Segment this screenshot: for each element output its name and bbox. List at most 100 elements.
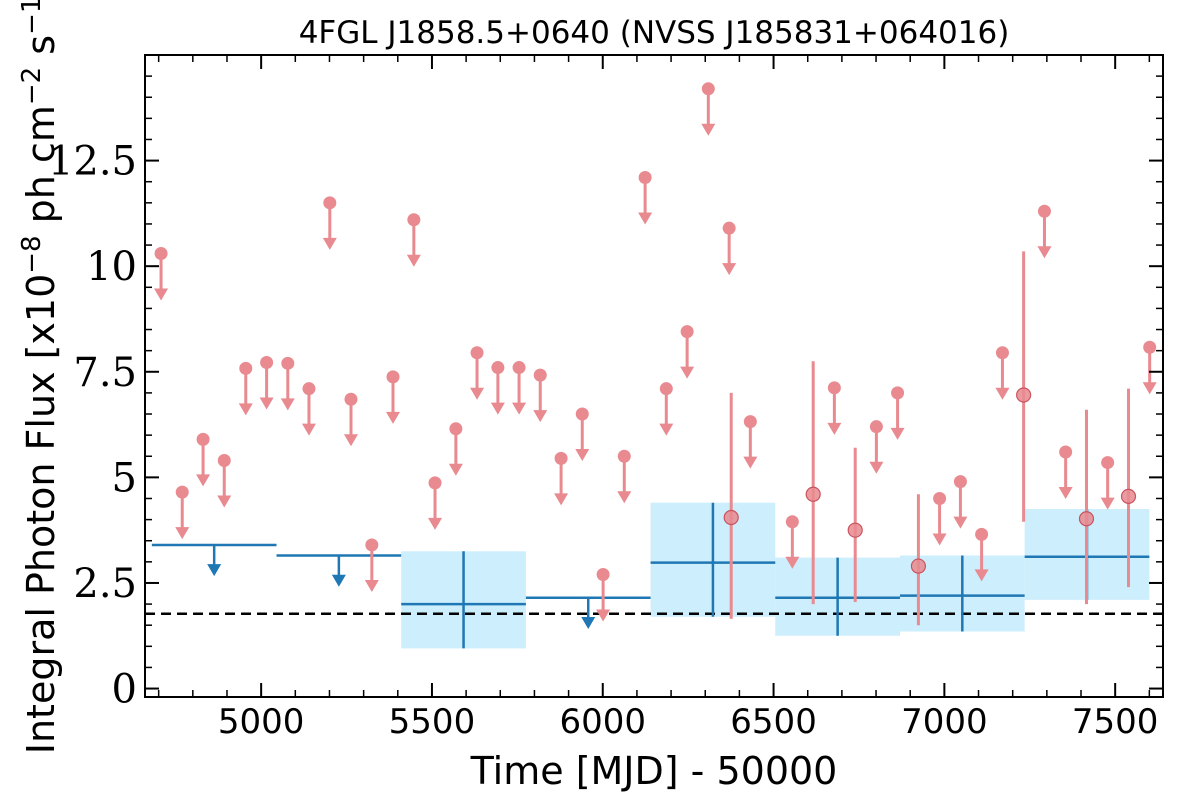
- short-bin-upper-limit-arrow: [238, 403, 253, 416]
- x-tick-label: 7500: [1072, 702, 1159, 742]
- y-axis-label-exponent: −8: [17, 235, 47, 273]
- x-tick-label: 6000: [559, 702, 646, 742]
- short-bin-upper-limit-arrow: [722, 263, 737, 276]
- short-bin-upper-limit-marker: [869, 420, 883, 434]
- short-bin-upper-limit-marker: [365, 538, 379, 552]
- short-bin-point: [847, 522, 863, 538]
- short-bin-upper-limit-marker: [722, 221, 736, 235]
- short-bin-upper-limit-marker: [533, 368, 547, 382]
- short-bin-upper-limit-arrow: [217, 495, 232, 508]
- short-bin-upper-limit-arrow: [890, 427, 905, 440]
- short-bin-upper-limit-marker: [953, 475, 967, 489]
- short-bin-upper-limit-arrow: [343, 434, 358, 447]
- short-bin-upper-limit-marker: [239, 361, 253, 375]
- short-bin-upper-limit-arrow: [490, 402, 505, 415]
- y-axis-label-part: ph cm: [19, 105, 63, 235]
- short-bin-upper-limit-marker: [891, 386, 905, 400]
- short-bin-upper-limit-marker: [154, 247, 168, 261]
- y-tick-label: 5: [112, 455, 137, 501]
- x-tick-label: 5500: [389, 702, 476, 742]
- short-bin-upper-limit-arrow: [259, 397, 274, 410]
- chart-title: 4FGL J1858.5+0640 (NVSS J185831+064016): [299, 15, 1010, 51]
- short-bin-upper-limit-arrow: [680, 366, 695, 379]
- short-bin-upper-limit-marker: [701, 82, 715, 96]
- short-bin-upper-limit-arrow: [659, 423, 674, 436]
- short-bin-upper-limit-arrow: [554, 493, 569, 506]
- short-bin-upper-limit-arrow: [364, 579, 379, 592]
- short-bin-upper-limit-marker: [196, 432, 210, 446]
- short-bin-point: [1120, 488, 1137, 504]
- short-bin-upper-limit-marker: [512, 361, 526, 375]
- short-bin-point: [805, 486, 821, 502]
- short-bin-upper-limit-arrow: [512, 402, 527, 415]
- y-axis-label-exponent: −2: [17, 67, 47, 105]
- short-bin-point: [910, 558, 927, 574]
- y-axis-label-part: s: [19, 35, 63, 67]
- short-bin-upper-limit-marker: [596, 568, 610, 582]
- y-axis-label: Integral Photon Flux [x10−8 ph cm−2 s−1]: [17, 0, 63, 754]
- short-bin-upper-limit-arrow: [974, 569, 989, 582]
- short-bin-upper-limit-marker: [554, 451, 568, 465]
- short-bin-upper-limit-marker: [995, 346, 1009, 360]
- short-bin-upper-limit-arrow: [533, 410, 548, 423]
- short-bin-upper-limit-marker: [975, 527, 989, 541]
- short-bin-upper-limit-marker: [260, 355, 274, 369]
- short-bin-upper-limit-arrow: [638, 212, 653, 225]
- short-bin-point: [723, 509, 739, 526]
- short-bin-upper-limit-arrow: [196, 474, 211, 487]
- short-bin-upper-limit-arrow: [301, 423, 316, 436]
- short-bin-upper-limit-marker: [933, 491, 947, 505]
- short-bin-upper-limit-marker: [470, 346, 484, 360]
- long-bin-upper-limit-arrow: [331, 574, 346, 587]
- short-bin-upper-limit-arrow: [175, 527, 190, 540]
- short-bin-point: [1016, 387, 1032, 403]
- short-bin-upper-limit-arrow: [575, 449, 590, 462]
- short-bin-upper-limit-arrow: [617, 491, 632, 504]
- short-bin-upper-limit-marker: [175, 485, 189, 499]
- x-tick-label: 6500: [730, 702, 817, 742]
- long-bin-upper-limit-arrow: [207, 564, 222, 577]
- short-bin-upper-limit-marker: [680, 325, 694, 339]
- short-bin-upper-limit-marker: [1101, 456, 1115, 470]
- short-bin-upper-limit-arrow: [448, 463, 463, 476]
- short-bin-upper-limit-marker: [575, 407, 589, 421]
- short-bin-upper-limit-arrow: [1037, 246, 1052, 259]
- y-axis-label-part: Integral Photon Flux [x10: [19, 274, 63, 755]
- short-bin-point: [1078, 511, 1095, 527]
- short-bin-upper-limit-marker: [407, 213, 421, 227]
- y-tick-label: 10: [86, 244, 137, 290]
- short-bin-upper-limit-arrow: [1100, 497, 1115, 510]
- short-bin-upper-limit-arrow: [785, 556, 800, 569]
- y-axis-label-exponent: −1: [17, 0, 47, 35]
- short-bin-upper-limit-arrow: [743, 456, 758, 469]
- short-bin-upper-limit-marker: [638, 170, 652, 184]
- short-bin-upper-limit-arrow: [154, 288, 169, 301]
- short-bin-upper-limit-arrow: [386, 411, 401, 424]
- short-bin-upper-limit-arrow: [995, 387, 1010, 400]
- short-bin-upper-limit-marker: [386, 370, 400, 384]
- axes-frame: [144, 54, 1164, 698]
- short-bin-upper-limit-arrow: [932, 533, 947, 546]
- short-bin-upper-limit-marker: [449, 422, 463, 436]
- short-bin-upper-limit-marker: [659, 382, 673, 396]
- short-bin-upper-limit-arrow: [322, 237, 337, 250]
- short-bin-upper-limit-marker: [827, 381, 841, 395]
- short-bin-upper-limit-arrow: [1142, 382, 1157, 395]
- x-tick-label: 7000: [901, 702, 988, 742]
- short-bin-upper-limit-marker: [1059, 445, 1073, 459]
- short-bin-upper-limit-arrow: [869, 461, 884, 474]
- short-bin-upper-limit-marker: [281, 356, 295, 370]
- x-tick-label: 5000: [218, 702, 305, 742]
- y-tick-label: 2.5: [73, 561, 137, 607]
- plot-area: 5000 5500 6000 6500 7000 7500 0 2.5 5 7.5 10 12.5: [48, 54, 1164, 742]
- short-bin-upper-limit-arrow: [596, 609, 611, 622]
- short-bin-upper-limit-arrow: [1058, 487, 1073, 500]
- short-bin-upper-limit-marker: [617, 449, 631, 463]
- x-axis-label: Time [MJD] - 50000: [470, 749, 838, 793]
- short-bin-upper-limit-marker: [785, 515, 799, 529]
- short-bin-upper-limit-marker: [1143, 340, 1157, 354]
- short-bin-upper-limit-marker: [344, 392, 358, 406]
- short-bin-upper-limit-marker: [743, 415, 757, 429]
- short-bin-upper-limit-arrow: [470, 387, 485, 400]
